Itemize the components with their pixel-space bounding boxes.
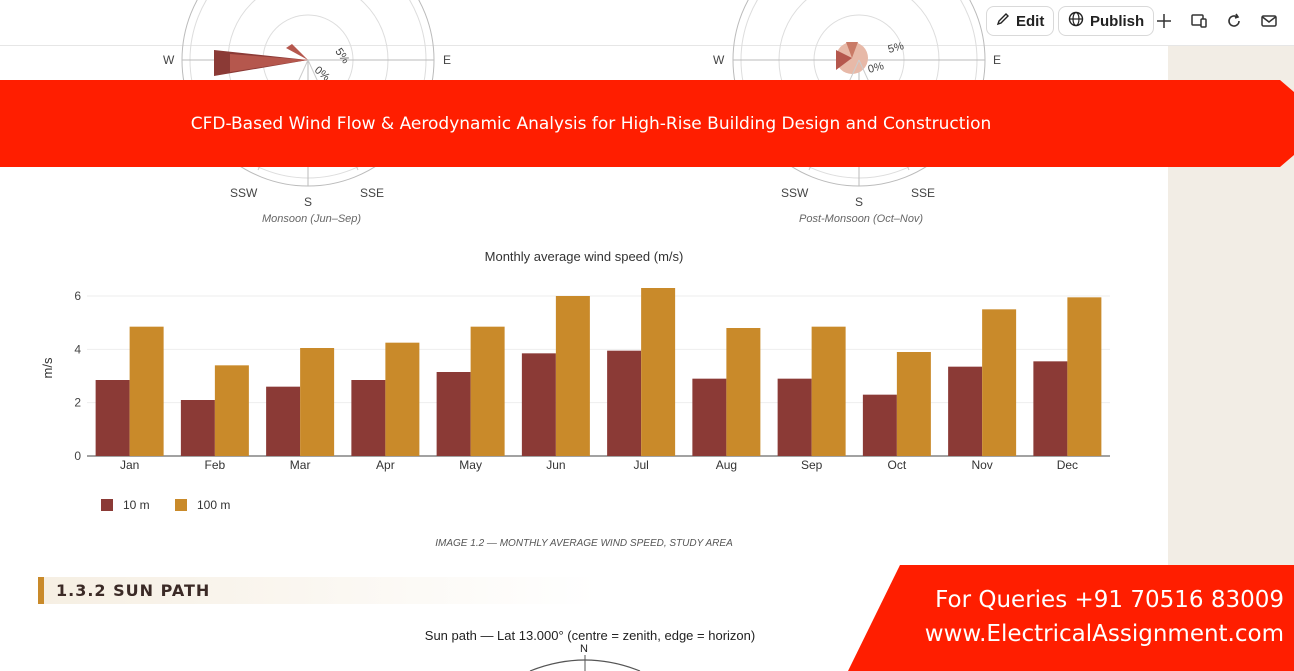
bar-100m-apr [385, 342, 420, 456]
rose1-caption: Monsoon (Jun–Sep) [262, 213, 362, 225]
bar-10m-sep [777, 378, 812, 456]
rose1-sse-label: SSE [360, 186, 385, 200]
y-tick-label: 6 [74, 289, 81, 303]
rose1-ssw-label: SSW [230, 186, 258, 200]
y-tick-label: 2 [74, 396, 81, 410]
contact-shape [848, 565, 1294, 671]
rose1-s-label: S [304, 195, 313, 209]
bar-100m-dec [1067, 297, 1102, 456]
publish-button[interactable]: Publish [1058, 6, 1155, 36]
bar-100m-jun [555, 296, 590, 456]
bar-10m-nov [948, 366, 983, 456]
x-tick-label-sep: Sep [801, 458, 823, 472]
x-tick-label-jan: Jan [120, 458, 139, 472]
bar-10m-apr [351, 380, 386, 456]
legend-swatch-100m [175, 499, 187, 511]
bar-10m-oct [862, 394, 897, 456]
y-axis-label: m/s [40, 357, 55, 378]
rose1-w-label: W [163, 53, 175, 67]
edit-label: Edit [1016, 12, 1045, 30]
contact-website[interactable]: www.ElectricalAssignment.com [924, 621, 1284, 647]
x-tick-label-nov: Nov [971, 458, 992, 472]
x-tick-label-dec: Dec [1057, 458, 1078, 472]
banner-title: CFD-Based Wind Flow & Aerodynamic Analys… [190, 113, 992, 134]
x-tick-label-jul: Jul [633, 458, 648, 472]
pencil-icon [996, 12, 1010, 30]
y-tick-label: 4 [74, 342, 81, 356]
legend-swatch-10m [101, 499, 113, 511]
bar-10m-mar [266, 386, 301, 456]
x-tick-label-mar: Mar [290, 458, 311, 472]
bar-100m-oct [896, 352, 931, 456]
bar-10m-feb [180, 400, 215, 456]
devices-icon[interactable] [1188, 10, 1210, 32]
legend-label-100m: 100 m [197, 498, 231, 512]
globe-icon [1068, 11, 1084, 31]
sun-path-north-label: N [580, 643, 588, 655]
x-tick-label-may: May [459, 458, 482, 472]
bar-100m-nov [982, 309, 1017, 456]
x-tick-label-feb: Feb [205, 458, 226, 472]
contact-phone: For Queries +91 70516 83009 [935, 587, 1284, 613]
x-tick-label-oct: Oct [888, 458, 907, 472]
bar-100m-sep [811, 326, 846, 456]
mail-icon[interactable] [1258, 10, 1280, 32]
bar-10m-aug [692, 378, 727, 456]
x-tick-label-apr: Apr [376, 458, 395, 472]
legend-100m: 100 m [175, 498, 230, 512]
contact-banner [848, 565, 1294, 671]
bar-10m-may [436, 372, 471, 456]
y-tick-label: 0 [74, 449, 81, 463]
legend-label-10m: 10 m [123, 498, 150, 512]
rose2-e-label: E [993, 53, 1002, 67]
banner-shape [0, 80, 1294, 167]
publish-label: Publish [1090, 12, 1145, 30]
bar-10m-dec [1033, 361, 1068, 456]
rose2-w-label: W [713, 53, 725, 67]
section-title: 1.3.2 SUN PATH [56, 581, 211, 600]
title-banner [0, 80, 1294, 167]
refresh-icon[interactable] [1223, 10, 1245, 32]
chart-title: Monthly average wind speed (m/s) [484, 249, 684, 264]
bar-10m-jan [95, 380, 130, 456]
bar-100m-feb [214, 365, 249, 456]
wind-speed-bar-chart: 0 2 4 6 m/s Jan Feb Mar Apr May Jun Jul Aug Sep Oct Nov… [40, 288, 1110, 472]
rose2-ssw-label: SSW [781, 186, 809, 200]
section-heading: 1.3.2 SUN PATH [38, 577, 598, 604]
x-tick-label-jun: Jun [546, 458, 565, 472]
rose1-e-label: E [443, 53, 452, 67]
image-caption: IMAGE 1.2 — MONTHLY AVERAGE WIND SPEED, … [435, 538, 733, 549]
crosshair-icon[interactable] [1153, 10, 1175, 32]
sun-path-diagram [529, 655, 641, 671]
sun-path-title: Sun path — Lat 13.000° (centre = zenith,… [424, 628, 756, 643]
x-tick-label-aug: Aug [716, 458, 737, 472]
bar-100m-jan [129, 326, 164, 456]
rose2-caption: Post-Monsoon (Oct–Nov) [799, 213, 924, 225]
rose2-s-label: S [855, 195, 864, 209]
bar-100m-jul [641, 288, 676, 456]
bar-10m-jul [607, 350, 642, 456]
rose2-sse-label: SSE [911, 186, 936, 200]
edit-button[interactable]: Edit [986, 6, 1055, 36]
bar-100m-mar [300, 348, 335, 456]
top-toolbar: Edit Publish [0, 0, 1294, 46]
legend-10m: 10 m [101, 498, 150, 512]
bar-10m-jun [521, 353, 556, 456]
bar-100m-may [470, 326, 505, 456]
bar-100m-aug [726, 328, 761, 456]
